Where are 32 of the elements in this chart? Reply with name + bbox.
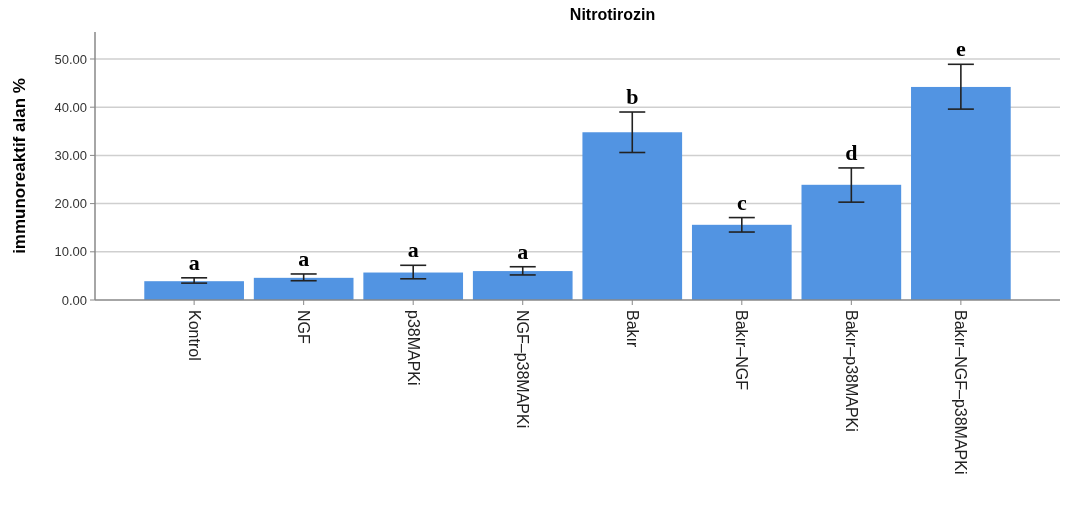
x-tick-label: Bakır–p38MAPKi [842, 310, 860, 432]
x-tick-label: Kontrol [185, 310, 203, 361]
bar [801, 184, 902, 300]
y-axis-title: immunoreaktif alan % [10, 78, 29, 254]
bar [363, 272, 464, 300]
x-tick-label: NGF–p38MAPKi [514, 310, 532, 429]
bar [911, 86, 1011, 300]
x-tick-label: Bakır–NGF [733, 310, 751, 391]
x-tick-label: NGF [295, 310, 313, 344]
y-tick-label: 20.00 [54, 196, 87, 212]
annotation: a [188, 249, 200, 275]
bar [582, 132, 683, 300]
annotation: e [955, 36, 966, 62]
annotation: a [407, 237, 419, 263]
bar [691, 224, 792, 300]
y-tick-label: 50.00 [54, 51, 87, 67]
x-tick-label: p38MAPKi [404, 310, 422, 386]
y-tick-label: 10.00 [54, 244, 87, 260]
bar [253, 277, 354, 300]
x-tick-label: Bakır–NGF–p38MAPKi [952, 310, 970, 475]
annotation: d [845, 139, 858, 165]
y-tick-label: 0.00 [61, 292, 87, 308]
x-tick-label: Bakır [623, 310, 641, 349]
annotation: b [626, 84, 639, 110]
annotation: c [736, 189, 747, 215]
chart-title: Nitrotirozin [569, 6, 656, 23]
y-tick-label: 30.00 [54, 147, 87, 163]
bar [144, 281, 244, 300]
annotation: a [517, 238, 529, 264]
y-tick-label: 40.00 [54, 99, 87, 115]
bar [472, 271, 573, 300]
annotation: a [298, 245, 310, 271]
